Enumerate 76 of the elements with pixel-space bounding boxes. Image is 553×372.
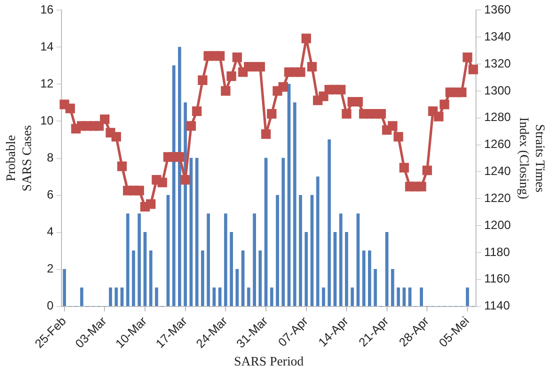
y-tick-label: 2: [46, 262, 54, 276]
y2-tick-label: 1160: [484, 272, 510, 286]
bar: [224, 213, 228, 306]
bar: [126, 213, 130, 306]
bar: [396, 287, 400, 306]
y2-tick-label: 1140: [484, 298, 510, 313]
bar: [201, 250, 204, 306]
bar: [247, 287, 250, 306]
bar: [236, 268, 239, 306]
bar: [195, 158, 198, 306]
y2-tick-label: 1200: [484, 218, 512, 232]
y2-tick-label: 1180: [484, 244, 510, 259]
x-axis-title: SARS Period: [234, 354, 304, 369]
y-tick-label: 0: [46, 298, 54, 313]
y2-tick-label: 1260: [484, 137, 512, 152]
bar: [270, 287, 274, 306]
bar: [466, 287, 470, 306]
bar: [132, 250, 136, 306]
bar: [298, 194, 302, 306]
bar: [120, 287, 124, 306]
bar: [322, 287, 326, 306]
y-tick-label: 10: [40, 114, 54, 128]
y-tick-label: 8: [46, 150, 54, 165]
bar: [350, 287, 354, 306]
bar: [80, 287, 84, 306]
bar: [154, 287, 158, 306]
y-tick-label: 16: [40, 2, 54, 17]
bar: [344, 232, 348, 306]
bar: [114, 287, 118, 306]
bar: [356, 213, 360, 306]
bar: [190, 158, 193, 306]
bar: [310, 194, 314, 306]
bar: [362, 250, 366, 306]
y-tick-label: 12: [40, 76, 54, 91]
y2-tick-label: 1360: [484, 2, 512, 17]
bar: [230, 232, 233, 306]
y2-tick-label: 1240: [484, 164, 512, 178]
bar: [143, 232, 147, 306]
bar: [333, 232, 337, 306]
y2-tick-label: 1340: [484, 29, 512, 44]
y-axis-title: Probable SARS Cases: [3, 125, 34, 192]
bar: [402, 287, 406, 306]
y2-axis-title: Straits Times Index (Closing): [517, 117, 548, 200]
y2-tick-label: 1300: [484, 83, 512, 98]
bar: [276, 194, 280, 306]
bar: [212, 287, 216, 306]
bar: [420, 287, 423, 306]
bar: [316, 176, 320, 306]
bar: [108, 287, 112, 306]
bar: [293, 102, 296, 306]
bar: [328, 139, 331, 306]
bar: [218, 287, 222, 306]
y-tick-label: 14: [40, 40, 54, 54]
y2-tick-label: 1220: [484, 190, 512, 205]
bar: [368, 250, 372, 306]
bar: [282, 158, 285, 306]
y2-tick-label: 1280: [484, 110, 512, 124]
bar: [149, 250, 152, 306]
bar: [258, 250, 262, 306]
bar: [138, 213, 141, 306]
bar: [241, 250, 244, 306]
bar: [62, 268, 66, 306]
y-tick-label: 6: [46, 188, 54, 202]
bar: [166, 194, 170, 306]
bar: [385, 232, 388, 306]
y-tick-label: 4: [46, 224, 54, 239]
bar: [408, 287, 412, 306]
bar: [339, 213, 342, 306]
bar: [206, 213, 210, 306]
bar: [304, 232, 308, 306]
bar: [391, 268, 394, 306]
y2-tick-label: 1320: [484, 56, 512, 70]
bar: [374, 268, 377, 306]
bar: [287, 84, 291, 306]
bar: [252, 213, 256, 306]
bar: [264, 158, 268, 306]
